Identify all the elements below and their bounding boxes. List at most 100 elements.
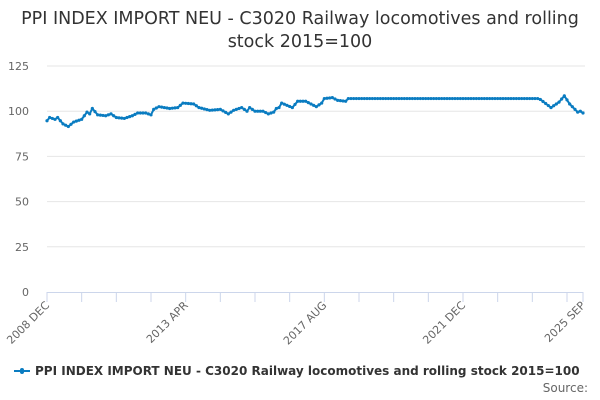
data-point <box>461 96 465 101</box>
data-point <box>338 99 342 103</box>
data-point <box>50 116 54 121</box>
chart-title: PPI INDEX IMPORT NEU - C3020 Railway loc… <box>21 9 579 52</box>
data-point <box>520 96 524 101</box>
data-point <box>216 108 220 112</box>
data-point <box>450 96 454 101</box>
data-point <box>85 110 89 114</box>
data-point <box>181 101 185 105</box>
data-point <box>368 96 372 101</box>
data-point <box>426 96 430 101</box>
data-point <box>277 105 281 110</box>
data-point <box>229 110 233 114</box>
data-point <box>114 115 118 120</box>
data-point <box>557 100 561 104</box>
data-point <box>165 106 169 110</box>
data-point <box>341 99 345 103</box>
data-point <box>578 109 582 113</box>
data-point <box>448 96 452 101</box>
data-point <box>466 96 470 101</box>
data-point <box>226 112 230 116</box>
data-point <box>272 110 276 114</box>
data-point <box>242 107 246 111</box>
data-point <box>282 102 286 106</box>
data-point <box>410 96 414 101</box>
data-point <box>218 107 222 111</box>
data-point <box>573 107 577 111</box>
data-point <box>221 109 225 113</box>
data-point <box>392 96 396 101</box>
data-point <box>312 103 316 107</box>
data-point <box>552 104 556 108</box>
data-point <box>186 101 190 106</box>
data-point <box>362 96 366 101</box>
data-point <box>309 102 313 106</box>
data-point <box>64 123 68 127</box>
data-point <box>416 96 420 101</box>
data-point <box>288 104 292 109</box>
source-label: Source: <box>542 381 588 395</box>
data-point <box>82 114 86 118</box>
data-point <box>570 105 574 109</box>
data-point <box>122 116 126 121</box>
data-point <box>504 96 508 101</box>
data-point <box>560 97 564 101</box>
data-point <box>269 111 273 115</box>
x-tick-label: 2013 APR <box>144 299 191 346</box>
data-point <box>274 106 278 111</box>
data-point <box>261 109 265 113</box>
data-point <box>328 96 332 100</box>
data-point <box>146 112 150 116</box>
data-point <box>160 105 164 109</box>
x-tick-label: 2021 DEC <box>420 299 468 347</box>
data-point <box>456 96 460 101</box>
data-point <box>458 96 462 101</box>
data-point <box>266 112 270 116</box>
data-point <box>437 96 441 101</box>
data-point <box>208 108 212 112</box>
data-point <box>293 102 297 107</box>
data-point <box>285 103 289 107</box>
data-point <box>200 106 204 110</box>
data-point <box>48 115 52 120</box>
data-point <box>464 96 468 101</box>
legend-item[interactable]: PPI INDEX IMPORT NEU - C3020 Railway loc… <box>14 364 580 378</box>
data-point <box>240 105 244 110</box>
x-tick-label: 2025 SEP <box>542 299 588 345</box>
data-point <box>413 96 417 101</box>
data-point <box>541 99 545 104</box>
data-point <box>373 96 377 101</box>
data-point <box>224 110 228 115</box>
data-point <box>333 97 337 101</box>
data-point <box>389 96 393 101</box>
data-point <box>280 101 284 105</box>
data-point <box>213 108 217 112</box>
data-point <box>538 97 542 102</box>
data-point <box>168 106 172 111</box>
data-point <box>66 124 70 129</box>
legend-swatch-icon <box>14 368 30 374</box>
data-point <box>130 114 134 118</box>
data-point <box>320 101 324 105</box>
data-point <box>514 96 518 101</box>
data-point <box>237 106 241 111</box>
data-point <box>72 120 76 124</box>
data-point <box>232 108 236 112</box>
data-point <box>474 96 478 101</box>
data-point <box>56 115 60 120</box>
data-point <box>522 96 526 101</box>
data-point <box>306 101 310 105</box>
data-point <box>176 105 180 110</box>
y-tick-label: 75 <box>15 150 29 163</box>
data-point <box>381 96 385 101</box>
data-point <box>397 96 401 101</box>
data-point <box>112 114 116 118</box>
data-point <box>152 107 156 111</box>
data-point <box>346 96 350 101</box>
data-point <box>133 112 137 116</box>
data-point <box>170 106 174 110</box>
data-point <box>562 94 566 98</box>
legend-label: PPI INDEX IMPORT NEU - C3020 Railway loc… <box>35 364 580 378</box>
data-point <box>477 96 481 101</box>
data-point <box>480 96 484 101</box>
